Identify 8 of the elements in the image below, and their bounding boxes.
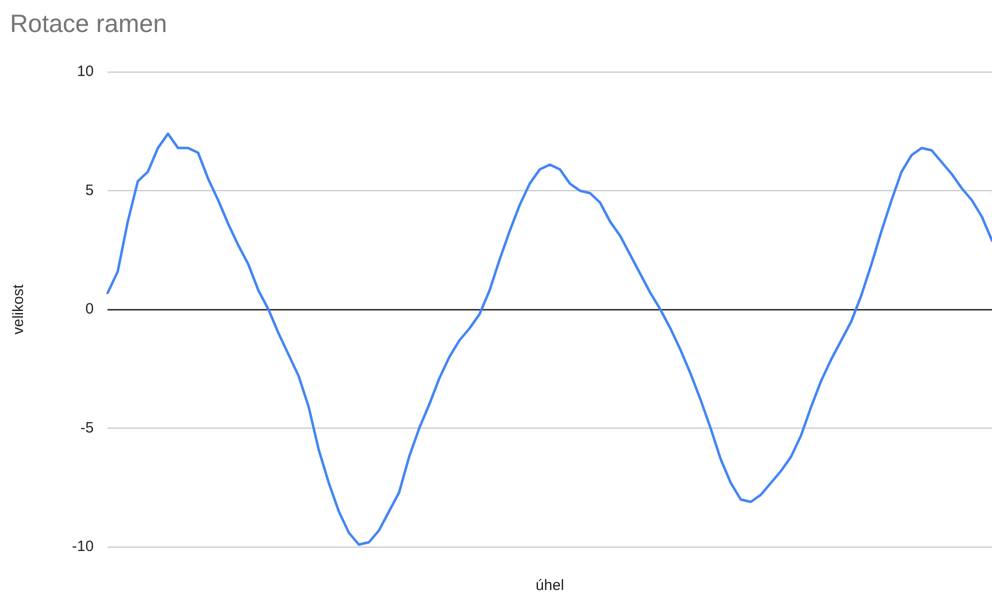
x-axis-title: úhel: [536, 577, 564, 594]
y-tick-label: -5: [80, 419, 94, 436]
y-tick-label: -10: [72, 538, 94, 556]
y-tick-label: 5: [85, 182, 94, 199]
y-tick-label: 0: [85, 300, 94, 318]
chart-title: Rotace ramen: [10, 10, 168, 38]
y-axis-title: velikost: [10, 284, 28, 335]
y-tick-label: 10: [76, 63, 94, 80]
